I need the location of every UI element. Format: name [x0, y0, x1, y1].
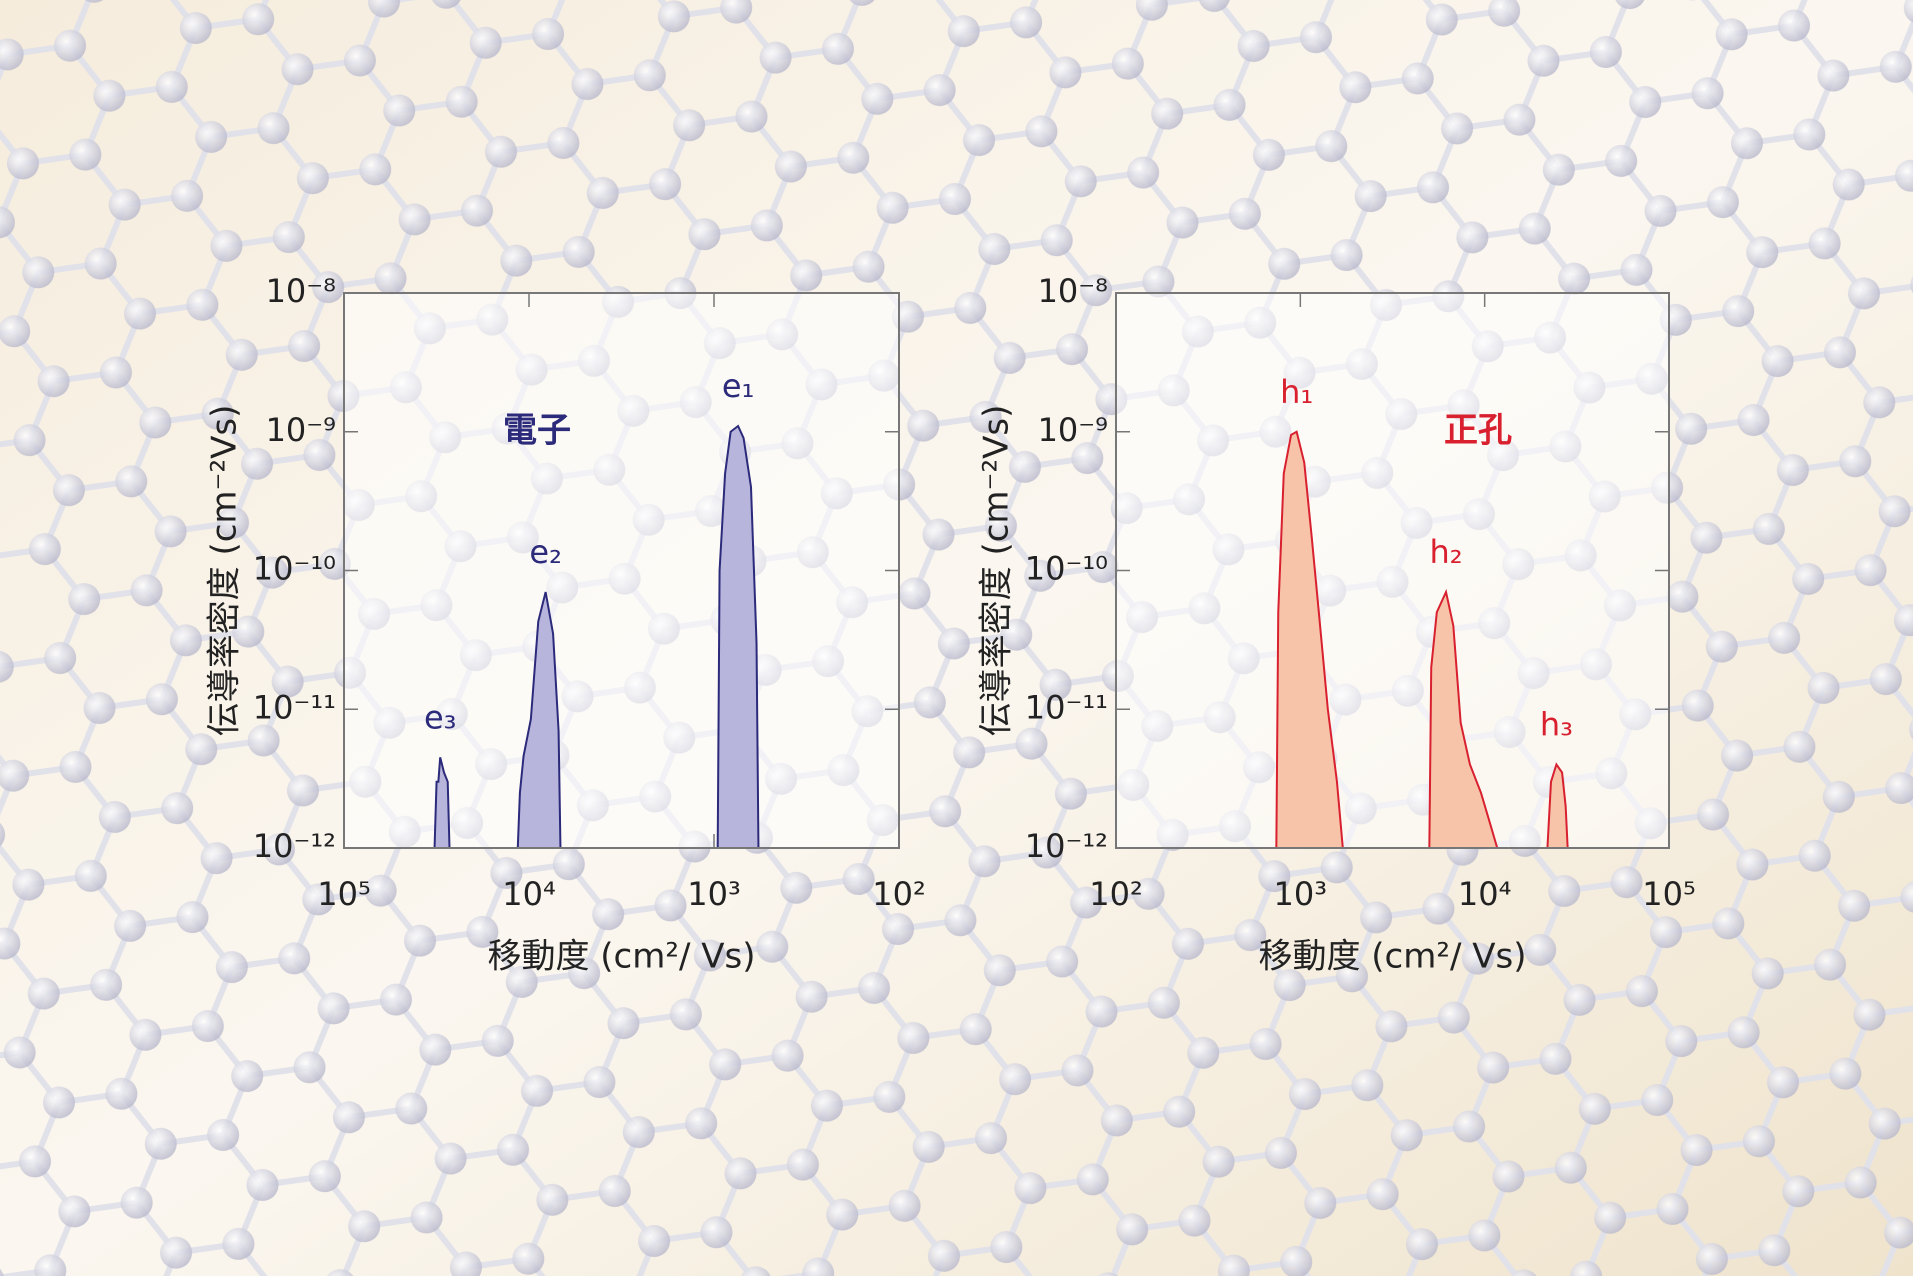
peak-label: e₁ [722, 367, 755, 405]
y-axis-label: 伝導率密度 (cm⁻²Vs) [205, 405, 245, 737]
x-tick-label: 10² [872, 875, 926, 913]
x-tick-label: 10² [1089, 875, 1143, 913]
x-axis-label: 移動度 (cm²/ Vs) [1258, 937, 1526, 977]
peak-label: h₂ [1429, 533, 1462, 571]
x-tick-label: 10⁴ [1458, 875, 1512, 913]
peak-label: e₃ [424, 698, 457, 736]
y-tick-label: 10⁻¹¹ [1025, 688, 1108, 726]
y-tick-label: 10⁻¹² [1025, 827, 1108, 865]
plot-area [1116, 293, 1669, 848]
area [516, 591, 562, 849]
peak-label: e₂ [529, 533, 562, 571]
x-tick-label: 10⁵ [317, 875, 371, 913]
plot-frame [343, 292, 900, 849]
area [716, 424, 760, 849]
plot-frame [1115, 292, 1670, 849]
y-tick-label: 10⁻¹¹ [253, 688, 336, 726]
peak-label: h₁ [1280, 373, 1313, 411]
x-axis-label: 移動度 (cm²/ Vs) [487, 937, 755, 977]
area [1275, 430, 1344, 849]
y-tick-label: 10⁻¹⁰ [1025, 550, 1108, 588]
y-tick-label: 10⁻¹⁰ [253, 550, 336, 588]
peak-label: h₃ [1540, 705, 1573, 743]
area [1428, 588, 1499, 849]
annotation: 正孔 [1444, 411, 1512, 451]
annotation: 電子 [503, 411, 571, 451]
plot-area [344, 293, 899, 848]
x-tick-label: 10⁵ [1642, 875, 1696, 913]
x-tick-label: 10³ [687, 875, 741, 913]
x-tick-label: 10³ [1274, 875, 1328, 913]
x-tick-label: 10⁴ [502, 875, 556, 913]
y-tick-label: 10⁻⁹ [266, 411, 336, 449]
y-tick-label: 10⁻⁸ [266, 272, 336, 310]
y-tick-label: 10⁻⁸ [1038, 272, 1108, 310]
y-tick-label: 10⁻⁹ [1038, 411, 1108, 449]
y-axis-label: 伝導率密度 (cm⁻²Vs) [977, 405, 1017, 737]
area [433, 757, 451, 849]
y-tick-label: 10⁻¹² [253, 827, 336, 865]
